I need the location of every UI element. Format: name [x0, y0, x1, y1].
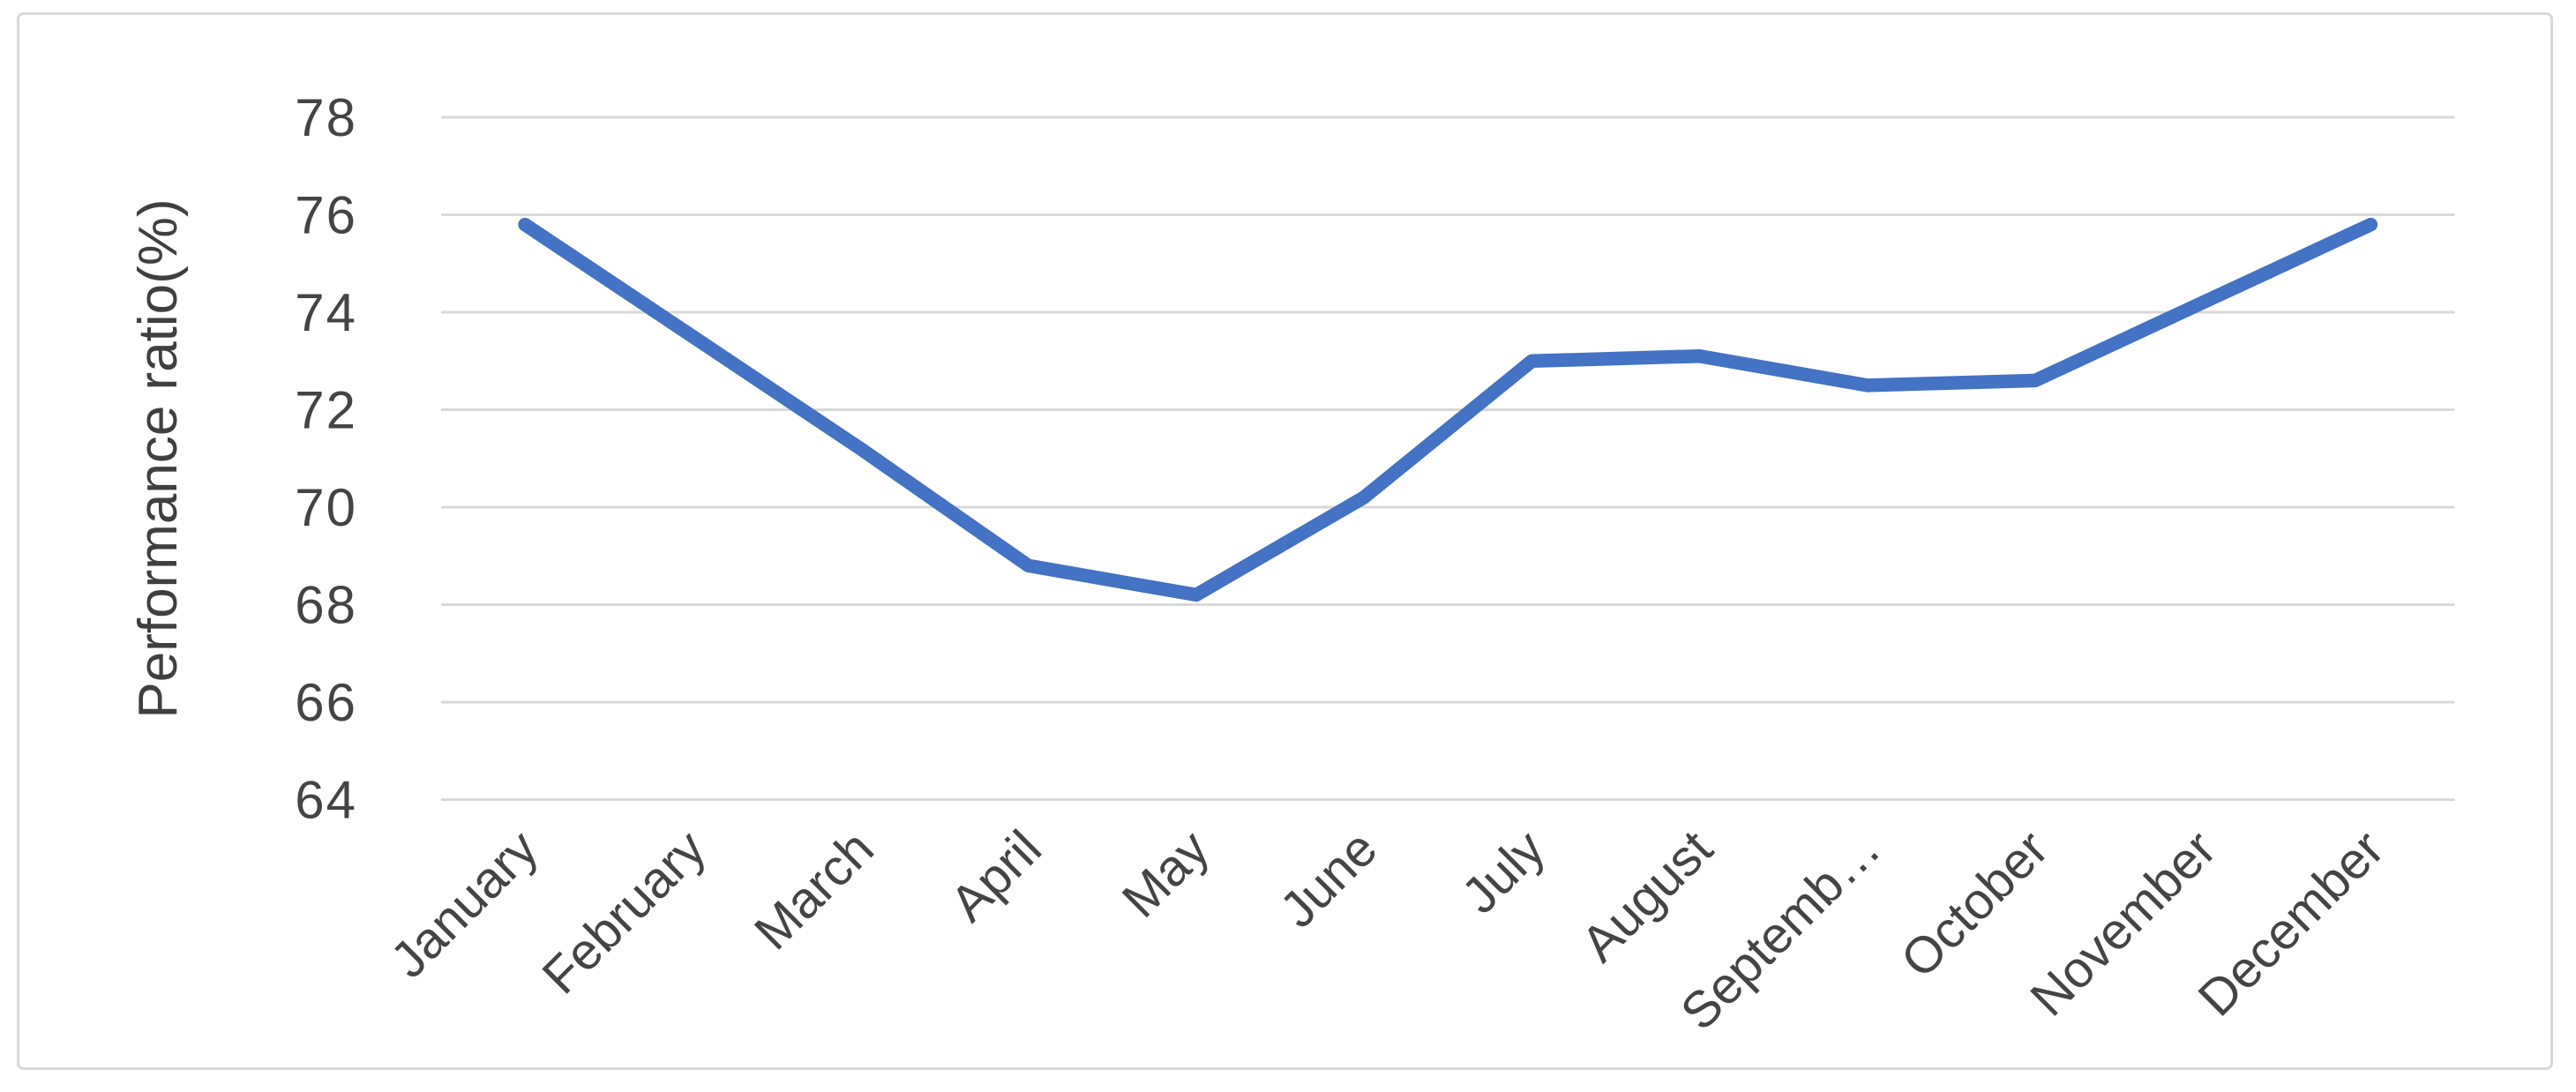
y-tick-label: 72 [295, 381, 357, 440]
x-tick-label: February [531, 819, 716, 1005]
y-tick-label: 70 [295, 478, 357, 537]
y-tick-label: 78 [295, 88, 357, 147]
chart-frame-border [17, 12, 2553, 1070]
y-tick-label: 74 [295, 283, 357, 342]
y-tick-label: 66 [295, 673, 357, 732]
x-tick-label: July [1451, 819, 1556, 924]
x-tick-label: March [744, 819, 885, 961]
x-tick-label: June [1269, 819, 1388, 939]
y-tick-label: 76 [295, 186, 357, 245]
y-tick-label: 68 [295, 576, 357, 635]
y-axis-title: Performance ratio(%) [128, 198, 189, 718]
x-tick-label: October [1890, 819, 2059, 989]
x-tick-label: April [940, 819, 1052, 932]
gridlines [441, 116, 2455, 801]
x-tick-label: August [1570, 819, 1724, 973]
data-series [518, 217, 2378, 602]
y-axis-tick-labels: 64 66 68 70 72 74 76 78 [295, 88, 357, 830]
x-tick-label: May [1112, 819, 1220, 928]
x-tick-label: January [379, 819, 549, 989]
x-tick-label: December [2187, 819, 2394, 1027]
performance-ratio-series-line [518, 217, 2378, 602]
y-tick-label: 64 [295, 771, 357, 830]
